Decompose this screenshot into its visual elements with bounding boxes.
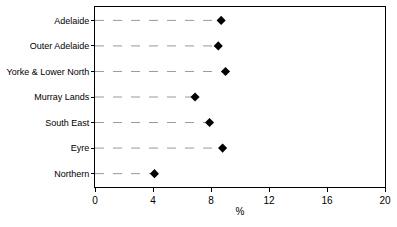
- svg-text:Adelaide: Adelaide: [54, 16, 89, 26]
- svg-text:4: 4: [150, 195, 156, 206]
- svg-text:South East: South East: [45, 118, 90, 128]
- svg-text:8: 8: [208, 195, 214, 206]
- svg-text:Eyre: Eyre: [71, 143, 90, 153]
- svg-text:Outer Adelaide: Outer Adelaide: [30, 41, 90, 51]
- svg-text:0: 0: [92, 195, 98, 206]
- svg-text:Murray Lands: Murray Lands: [34, 92, 90, 102]
- svg-text:Yorke & Lower North: Yorke & Lower North: [6, 67, 89, 77]
- svg-text:16: 16: [321, 195, 333, 206]
- svg-text:12: 12: [263, 195, 275, 206]
- svg-text:%: %: [236, 206, 245, 217]
- svg-text:Northern: Northern: [54, 169, 89, 179]
- svg-text:20: 20: [379, 195, 391, 206]
